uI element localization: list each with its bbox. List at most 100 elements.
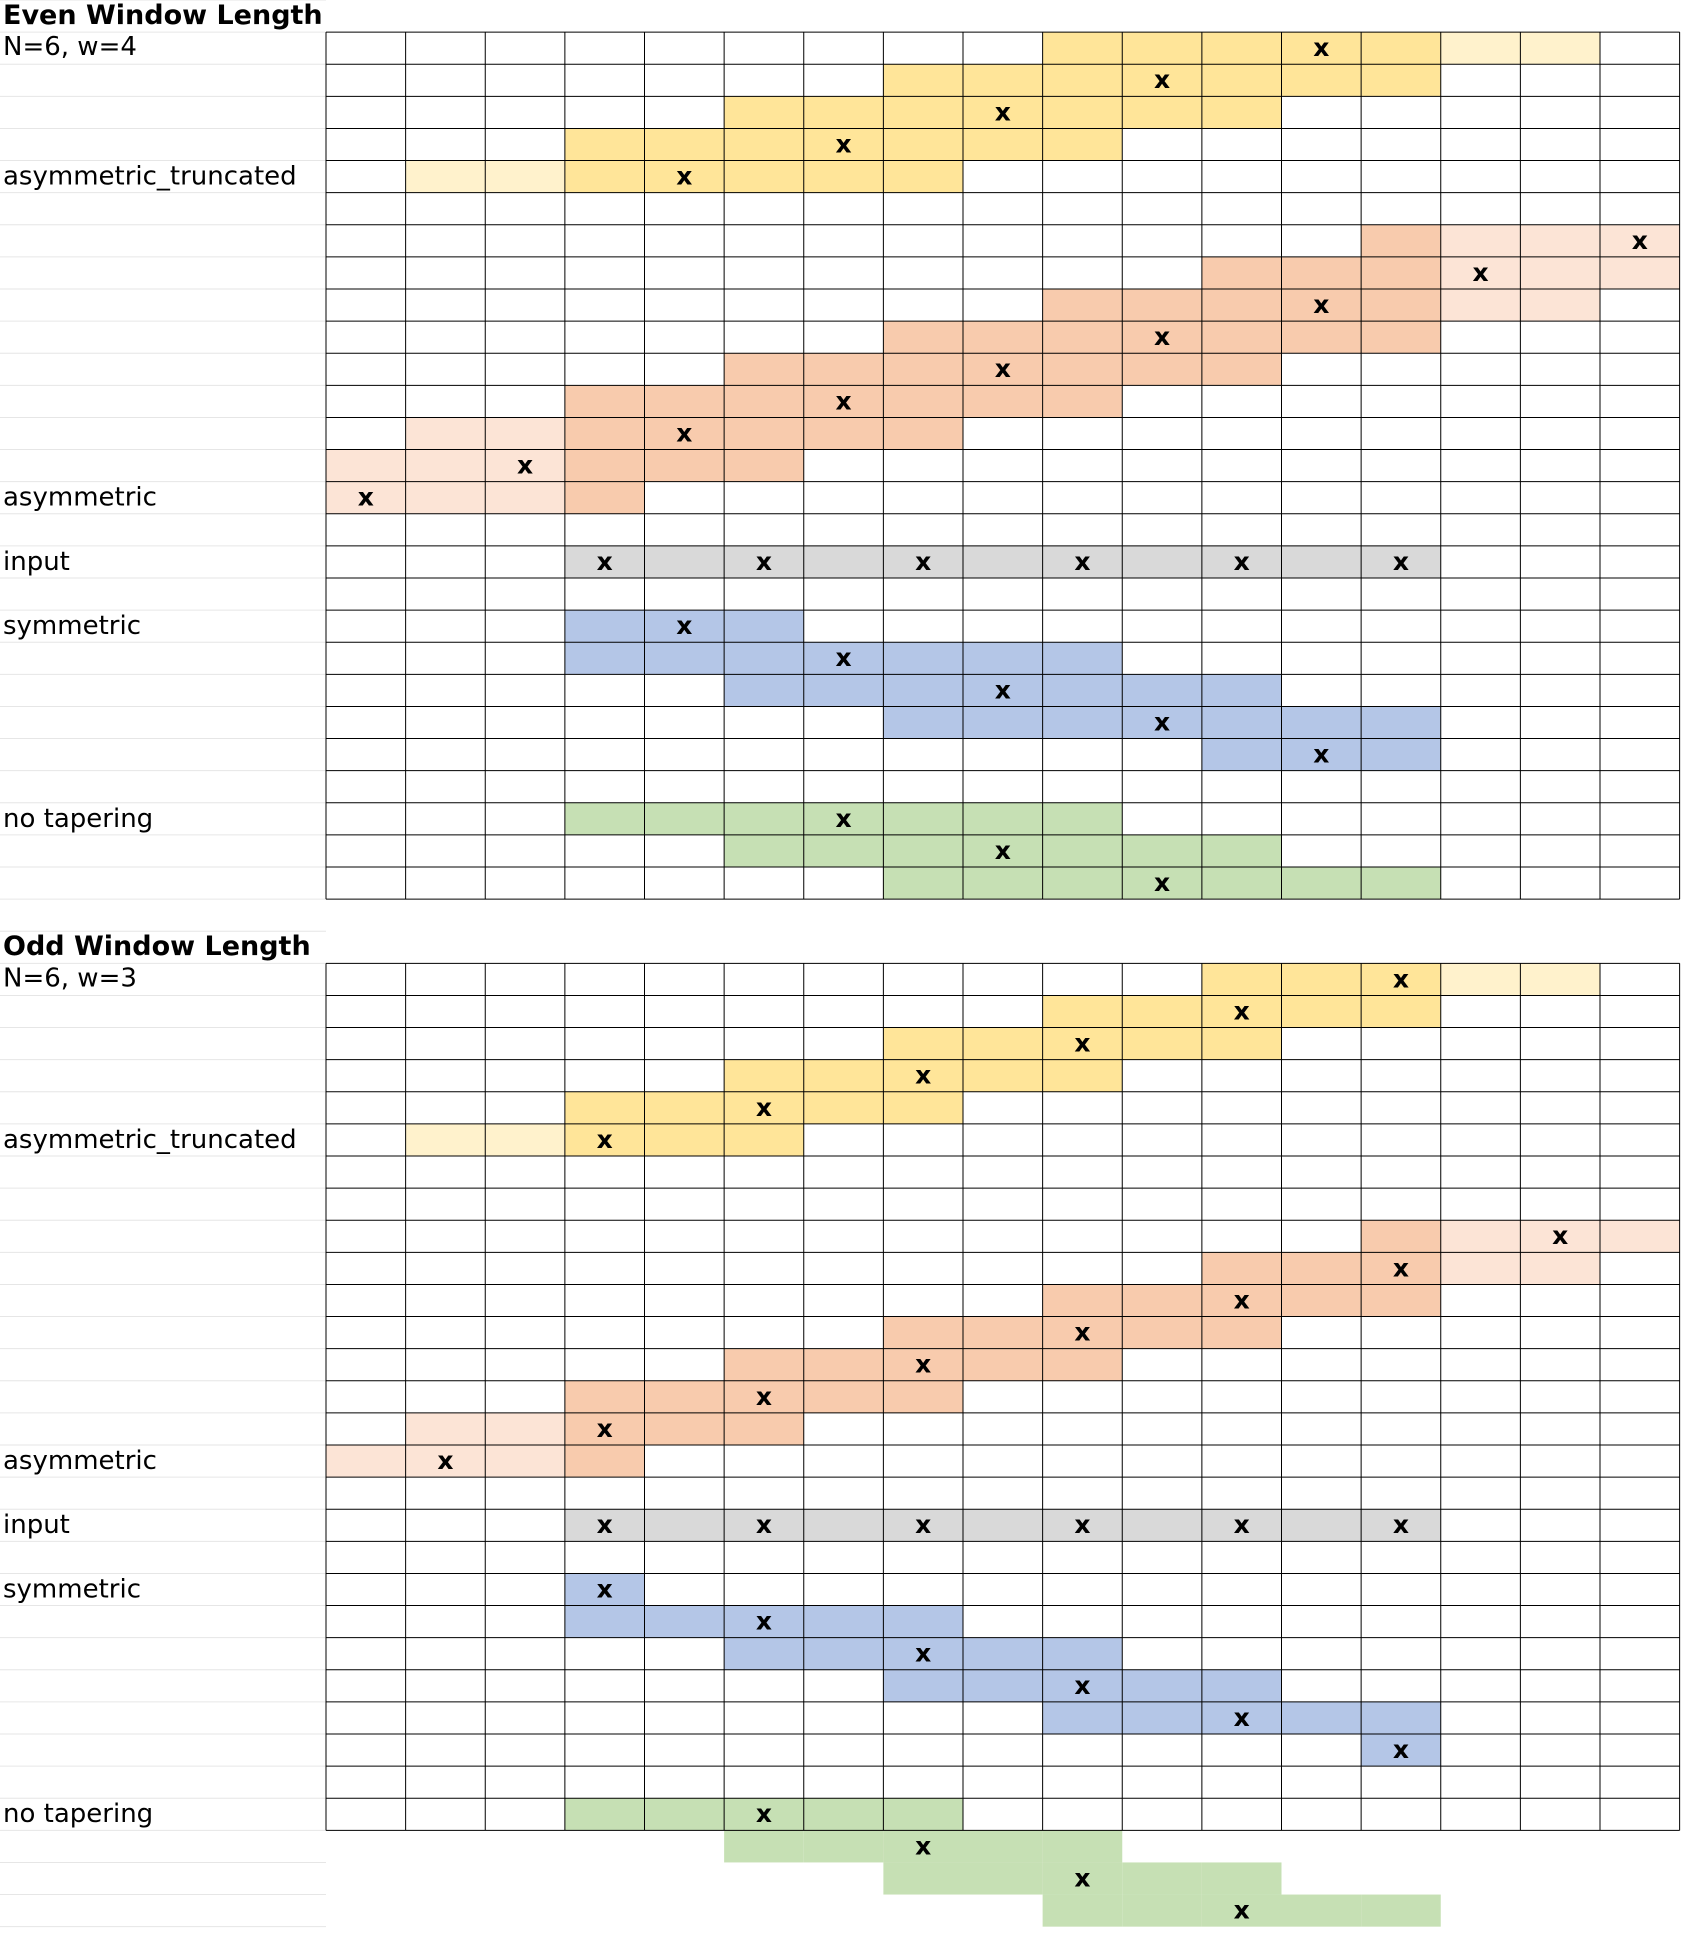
cell-fill-orange bbox=[1361, 256, 1441, 289]
cell-fill-blue bbox=[724, 674, 804, 707]
cell-fill-orange-light bbox=[1520, 1220, 1600, 1253]
cell-mark: x bbox=[756, 1607, 772, 1636]
cell-mark: x bbox=[756, 547, 772, 576]
cell-fill-blue bbox=[644, 1605, 725, 1638]
cell-fill-yellow-light bbox=[405, 1123, 486, 1156]
cell-mark: x bbox=[995, 836, 1011, 865]
cell-fill-blue bbox=[1361, 1701, 1441, 1734]
cell-fill-blue bbox=[1201, 706, 1282, 739]
cell-fill-green bbox=[1201, 866, 1282, 900]
cell-fill-blue bbox=[1122, 1669, 1202, 1702]
grid bbox=[325, 31, 1681, 900]
cell-mark: x bbox=[835, 643, 851, 672]
cell-mark: x bbox=[995, 354, 1011, 383]
cell-fill-orange-light bbox=[485, 417, 565, 450]
cell-fill-yellow bbox=[1201, 64, 1282, 97]
cell-fill-yellow bbox=[1122, 96, 1202, 129]
cell-mark: x bbox=[676, 162, 692, 191]
cell-mark: x bbox=[517, 451, 533, 480]
cell-fill-orange-light bbox=[405, 1444, 486, 1478]
cell-fill-yellow-light bbox=[1520, 32, 1600, 65]
cell-mark: x bbox=[1074, 1318, 1090, 1347]
cell-fill-gray bbox=[1201, 1509, 1282, 1542]
row-label: asymmetric bbox=[3, 1446, 157, 1476]
cell-fill-yellow-light bbox=[1440, 963, 1521, 996]
cell-fill-orange bbox=[1122, 353, 1202, 386]
cell-fill-green bbox=[883, 834, 963, 867]
cell-fill-orange bbox=[564, 1380, 645, 1413]
section-title: Odd Window Length bbox=[3, 931, 311, 962]
cell-fill-blue bbox=[1042, 1637, 1123, 1670]
cell-mark: x bbox=[1234, 1510, 1250, 1539]
cell-fill-orange bbox=[1361, 1220, 1441, 1253]
cell-fill-green bbox=[963, 1862, 1043, 1895]
cell-fill-yellow bbox=[1122, 32, 1202, 65]
cell-fill-yellow bbox=[883, 160, 963, 193]
cell-fill-green bbox=[1361, 1894, 1441, 1927]
row-label: asymmetric bbox=[3, 483, 157, 513]
cell-fill-orange-light bbox=[405, 1412, 486, 1445]
cell-fill-yellow bbox=[1281, 32, 1362, 65]
cell-fill-orange bbox=[724, 353, 804, 386]
cell-fill-green bbox=[1201, 1862, 1282, 1895]
cell-fill-blue bbox=[963, 1637, 1043, 1670]
cell-mark: x bbox=[756, 1510, 772, 1539]
cell-fill-blue bbox=[1042, 642, 1123, 675]
cell-fill-orange bbox=[1122, 288, 1202, 322]
cell-mark: x bbox=[1074, 1029, 1090, 1058]
cell-fill-yellow bbox=[644, 128, 725, 161]
cell-fill-blue bbox=[1042, 674, 1123, 707]
cell-fill-green bbox=[1042, 1894, 1123, 1927]
cell-fill-yellow bbox=[1042, 96, 1123, 129]
cell-fill-green bbox=[724, 802, 804, 835]
cell-fill-orange-light bbox=[1440, 256, 1521, 289]
cell-fill-blue bbox=[1361, 738, 1441, 771]
cell-fill-green bbox=[644, 802, 725, 835]
cell-fill-orange-light bbox=[1600, 1220, 1680, 1253]
cell-fill-blue bbox=[564, 642, 645, 675]
cell-fill-yellow bbox=[803, 96, 884, 129]
cell-fill-yellow bbox=[1201, 995, 1282, 1028]
cell-fill-yellow bbox=[1122, 1027, 1202, 1060]
cell-fill-orange-light bbox=[1520, 256, 1600, 289]
cell-fill-orange bbox=[883, 1348, 963, 1381]
cell-fill-orange bbox=[1122, 321, 1202, 354]
cell-fill-orange bbox=[883, 1316, 963, 1349]
cell-fill-orange-light bbox=[1520, 224, 1600, 257]
cell-fill-yellow-light bbox=[405, 160, 486, 193]
section-subtitle: N=6, w=4 bbox=[3, 32, 137, 62]
cell-fill-orange bbox=[1122, 1316, 1202, 1349]
cell-fill-blue bbox=[564, 610, 645, 643]
cell-fill-yellow bbox=[803, 160, 884, 193]
section-title: Even Window Length bbox=[3, 0, 323, 31]
cell-fill-orange-light bbox=[1440, 1220, 1521, 1253]
cell-fill-orange bbox=[1361, 321, 1441, 354]
cell-fill-orange bbox=[803, 385, 884, 418]
cell-fill-yellow bbox=[963, 1027, 1043, 1060]
cell-mark: x bbox=[1313, 740, 1329, 769]
cell-fill-orange bbox=[724, 1380, 804, 1413]
cell-mark: x bbox=[915, 547, 931, 576]
cell-fill-blue bbox=[1122, 674, 1202, 707]
cell-mark: x bbox=[1393, 547, 1409, 576]
cell-fill-orange bbox=[1281, 256, 1362, 289]
cell-mark: x bbox=[915, 1510, 931, 1539]
row-label: no tapering bbox=[3, 804, 153, 834]
row-label: asymmetric_truncated bbox=[3, 1125, 297, 1155]
cell-mark: x bbox=[995, 675, 1011, 704]
cell-fill-green bbox=[724, 1830, 804, 1863]
cell-fill-orange-light bbox=[1440, 1252, 1521, 1285]
cell-fill-yellow bbox=[644, 160, 725, 193]
cell-fill-blue bbox=[1201, 738, 1282, 771]
cell-fill-blue bbox=[1361, 1733, 1441, 1767]
cell-fill-yellow bbox=[1201, 963, 1282, 996]
cell-fill-orange bbox=[883, 321, 963, 354]
cell-mark: x bbox=[1234, 547, 1250, 576]
cell-fill-orange bbox=[803, 1348, 884, 1381]
row-label: symmetric bbox=[3, 611, 141, 641]
cell-mark: x bbox=[1393, 1253, 1409, 1282]
cell-fill-green bbox=[564, 802, 645, 835]
cell-mark: x bbox=[1154, 322, 1170, 351]
cell-fill-green bbox=[1201, 1894, 1282, 1927]
